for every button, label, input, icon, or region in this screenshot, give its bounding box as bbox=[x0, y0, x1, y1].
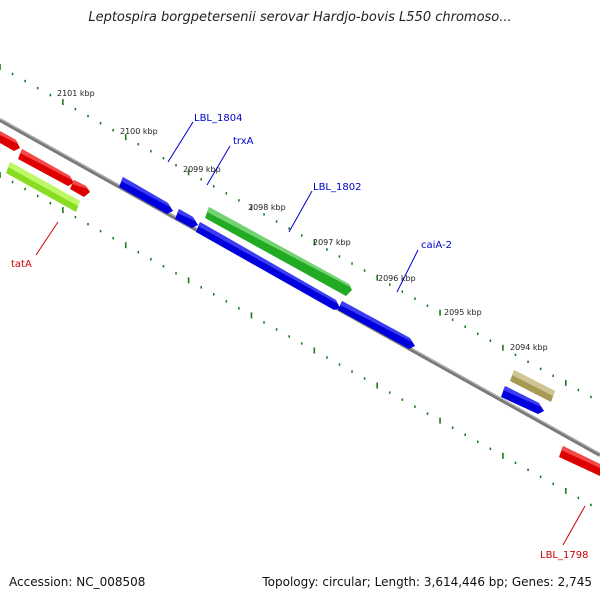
gene-blue-lower-2[interactable] bbox=[338, 301, 415, 349]
accession-label: Accession: NC_008508 bbox=[9, 575, 146, 589]
tick-label-2101: 2101 kbp bbox=[57, 89, 95, 98]
gene-red-lower-right[interactable] bbox=[559, 446, 600, 476]
leader-caiA-2 bbox=[396, 249, 419, 293]
gene-label-LBL_1802[interactable]: LBL_1802 bbox=[313, 182, 361, 193]
leader-trxA bbox=[206, 145, 231, 186]
tick-label-2099: 2099 kbp bbox=[183, 165, 221, 174]
gene-red-upper-left-2[interactable] bbox=[18, 149, 74, 186]
inner-ruler-dots bbox=[0, 172, 592, 507]
gene-lime-tatA[interactable] bbox=[6, 162, 80, 212]
gene-label-trxA[interactable]: trxA bbox=[233, 136, 254, 147]
gene-label-tatA[interactable]: tatA bbox=[11, 259, 32, 270]
tick-label-2098: 2098 kbp bbox=[248, 203, 286, 212]
gene-blue-lower-1[interactable] bbox=[196, 222, 340, 310]
gene-olive[interactable] bbox=[510, 370, 555, 402]
outer-ruler-dots bbox=[0, 64, 592, 399]
gene-label-LBL_1798[interactable]: LBL_1798 bbox=[540, 550, 588, 561]
leader-LBL_1802 bbox=[288, 190, 313, 233]
gene-label-LBL_1804[interactable]: LBL_1804 bbox=[194, 113, 242, 124]
topology-summary: Topology: circular; Length: 3,614,446 bp… bbox=[262, 575, 592, 589]
gene-red-upper-left-3[interactable] bbox=[70, 180, 90, 197]
tick-label-2100: 2100 kbp bbox=[120, 127, 158, 136]
gene-blue-upper-1[interactable] bbox=[119, 177, 173, 214]
gene-label-caiA-2[interactable]: caiA-2 bbox=[421, 240, 452, 251]
tick-label-2095: 2095 kbp bbox=[444, 308, 482, 317]
tick-label-2097: 2097 kbp bbox=[313, 238, 351, 247]
gene-blue-lower-3[interactable] bbox=[501, 386, 544, 414]
tick-label-2094: 2094 kbp bbox=[510, 343, 548, 352]
gene-red-upper-left-1[interactable] bbox=[0, 131, 20, 151]
leader-tatA bbox=[35, 221, 59, 256]
tick-label-2096: 2096 kbp bbox=[378, 274, 416, 283]
gene-green-LBL_1802[interactable] bbox=[205, 207, 352, 296]
leader-LBL_1798 bbox=[562, 505, 586, 546]
page-title: Leptospira borgpetersenii serovar Hardjo… bbox=[88, 10, 512, 25]
leader-LBL_1804 bbox=[167, 121, 194, 163]
gene-blue-upper-2[interactable] bbox=[175, 209, 198, 228]
